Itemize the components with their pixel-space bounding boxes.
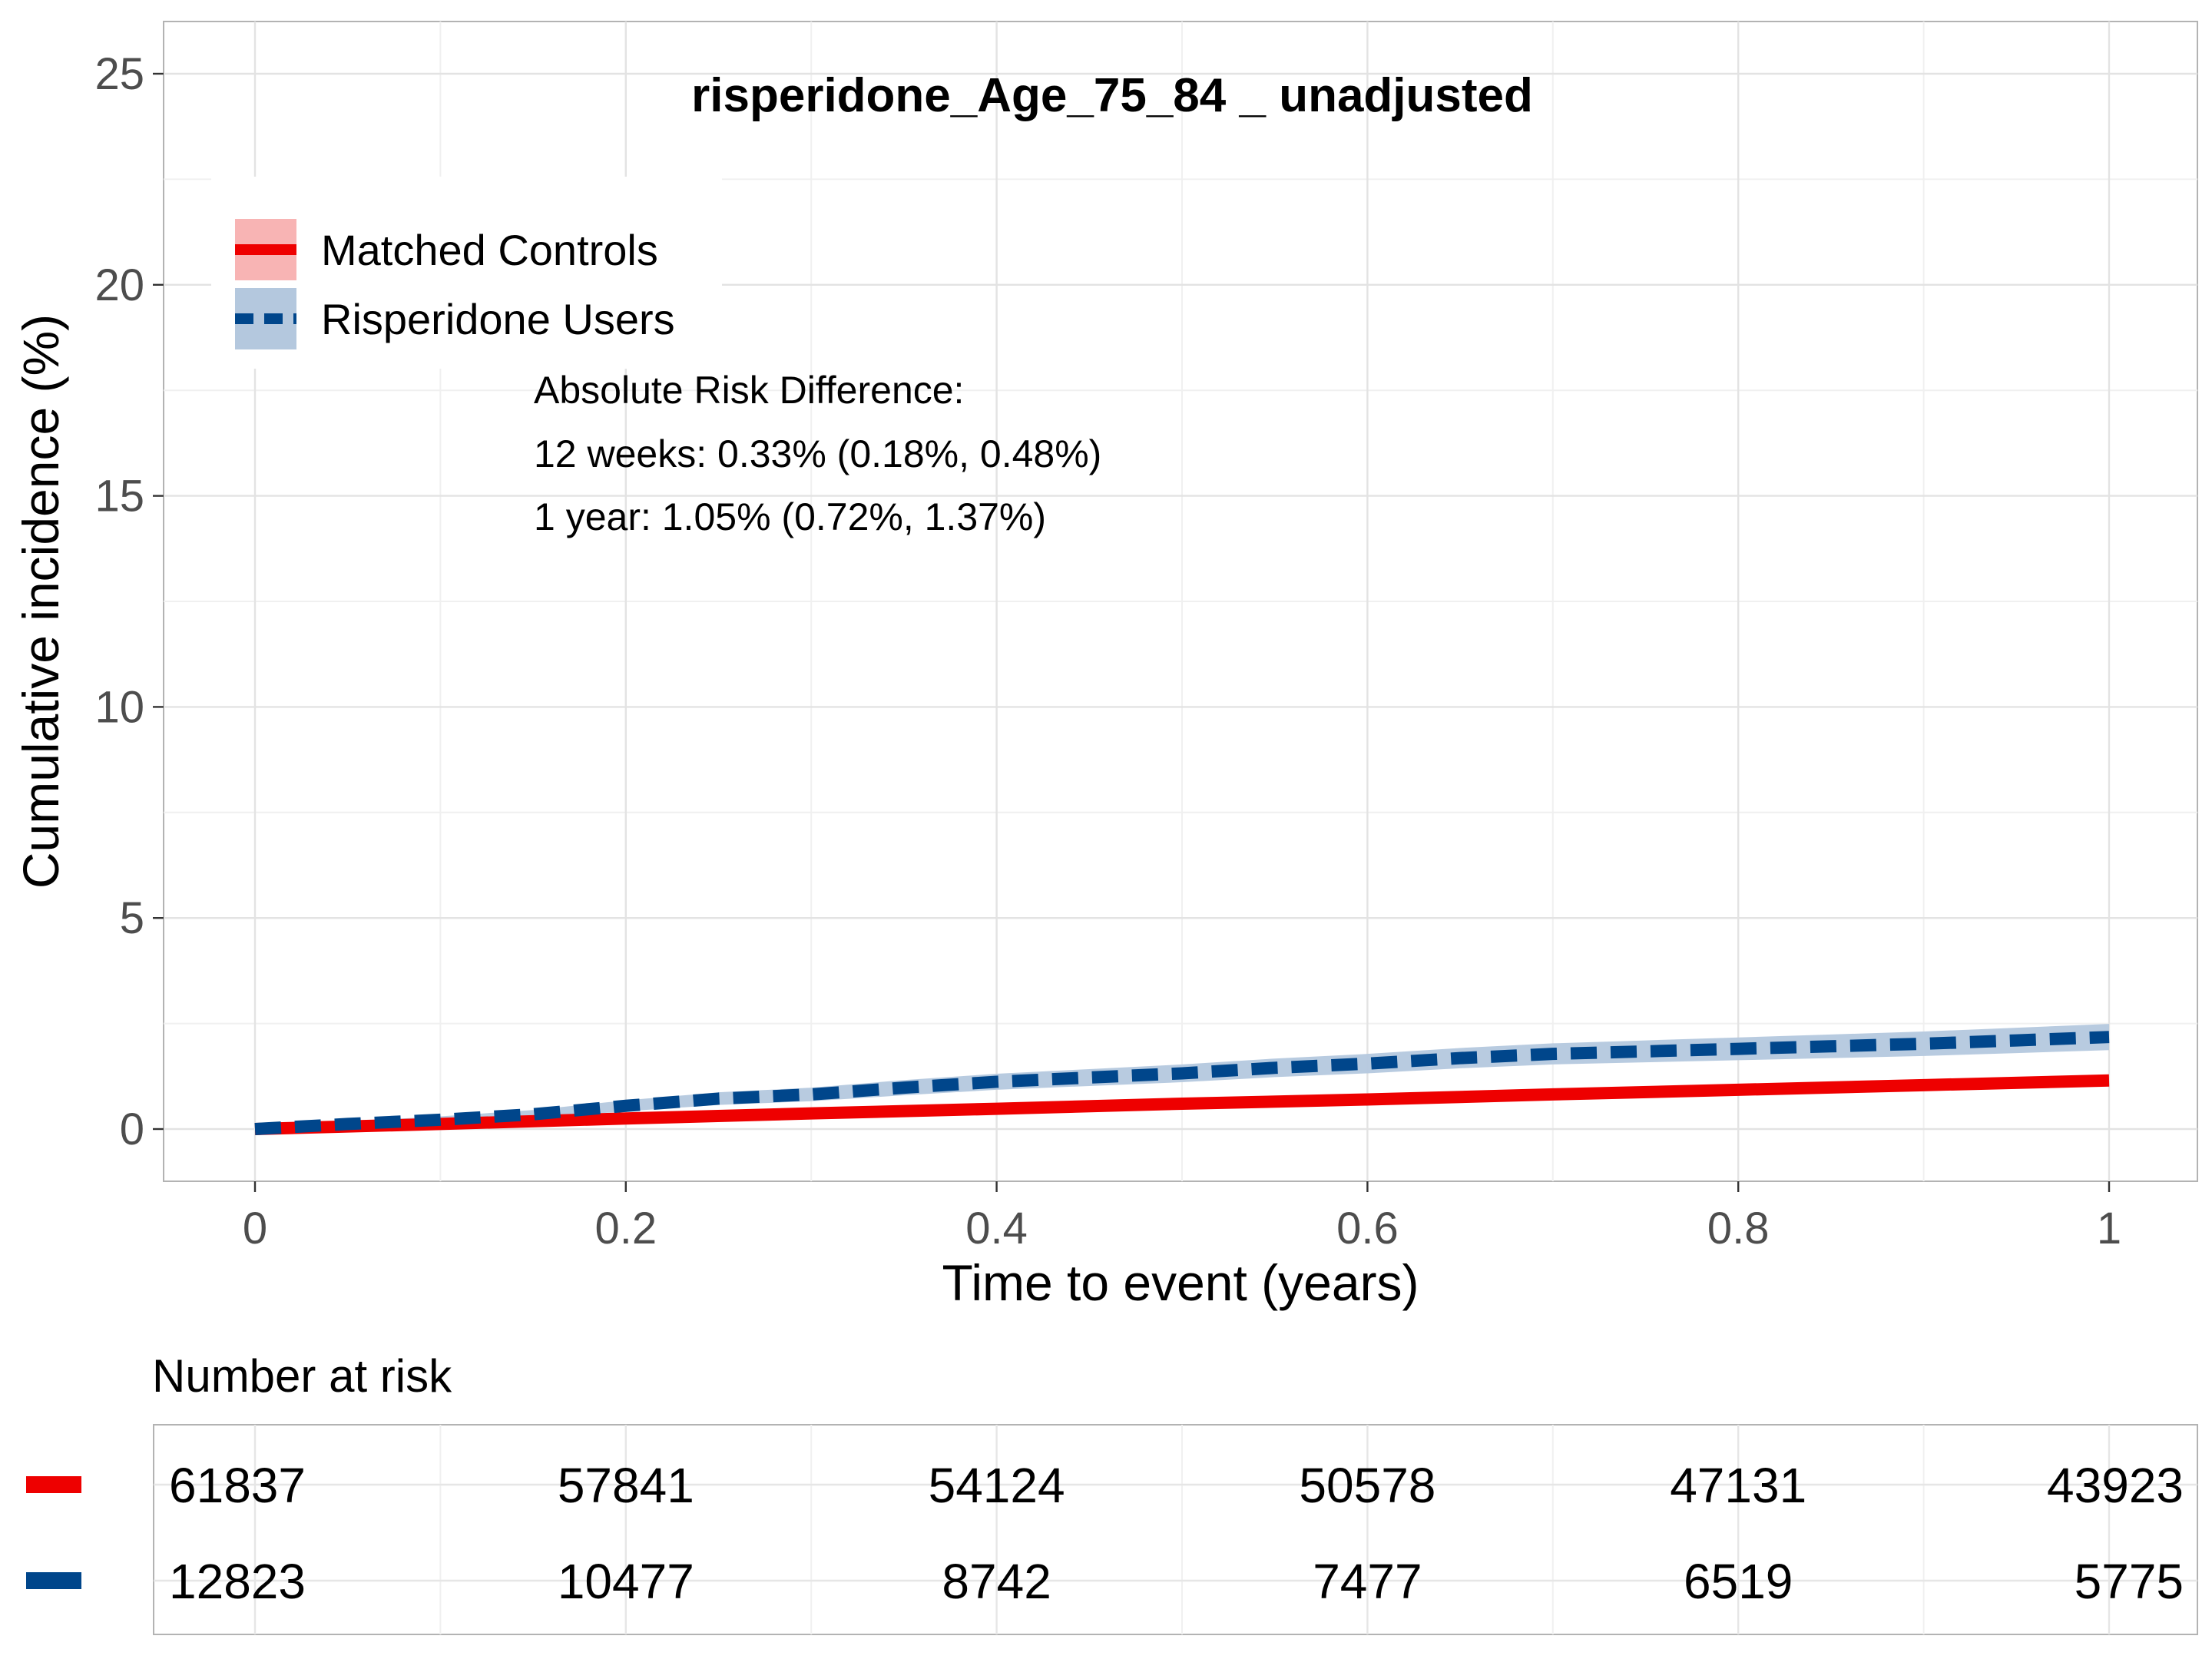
series-line-1 [254, 1031, 2110, 1135]
x-axis-title: Time to event (years) [942, 1254, 1419, 1311]
x-tick-label: 0.4 [965, 1204, 1028, 1253]
y-tick-label: 10 [94, 682, 144, 732]
legend: Matched Controls Risperidone Users [211, 177, 722, 369]
chart-title: risperidone_Age_75_84 _ unadjusted [691, 69, 1533, 122]
x-tick-label: 0.2 [594, 1204, 657, 1253]
grid-minor [164, 22, 2197, 1181]
legend-label-matched-controls: Matched Controls [321, 226, 658, 274]
x-axis-ticks: 0 0.2 0.4 0.6 0.8 1 [243, 1181, 2121, 1253]
risk-table-title: Number at risk [152, 1350, 452, 1402]
risk-value: 43923 [2047, 1458, 2184, 1513]
risk-table-keys [26, 1476, 81, 1589]
grid-major [164, 22, 2197, 1181]
y-tick-label: 0 [120, 1104, 144, 1154]
x-tick-label: 0 [243, 1204, 267, 1253]
risk-value: 10477 [558, 1554, 694, 1609]
risk-table-grid [154, 1425, 2197, 1634]
x-tick-label: 0.6 [1336, 1204, 1399, 1253]
risk-table-panel [153, 1424, 2198, 1635]
y-tick-label: 20 [94, 260, 144, 310]
y-axis-ticks: 0 5 10 15 20 25 [94, 49, 164, 1154]
series-lines [254, 1031, 2110, 1135]
risk-value: 5775 [2075, 1554, 2184, 1609]
series-line-0 [254, 1074, 2110, 1135]
risk-value: 57841 [558, 1458, 694, 1513]
risk-difference-annotation: Absolute Risk Difference: 12 weeks: 0.33… [534, 369, 1101, 538]
risk-value: 54124 [929, 1458, 1065, 1513]
y-tick-label: 15 [94, 472, 144, 522]
y-tick-label: 5 [120, 893, 144, 943]
legend-label-risperidone-users: Risperidone Users [321, 295, 675, 343]
risk-value: 61837 [169, 1458, 306, 1513]
risk-value: 12823 [169, 1554, 306, 1609]
risk-value: 6519 [1684, 1554, 1793, 1609]
x-tick-label: 1 [2097, 1204, 2121, 1253]
risk-value: 47131 [1670, 1458, 1806, 1513]
risk-value: 50578 [1299, 1458, 1435, 1513]
risk-value: 8742 [942, 1554, 1051, 1609]
annotation-line-1: Absolute Risk Difference: [534, 369, 964, 412]
risk-value: 7477 [1313, 1554, 1422, 1609]
x-tick-label: 0.8 [1707, 1204, 1770, 1253]
annotation-line-2: 12 weeks: 0.33% (0.18%, 0.48%) [534, 432, 1101, 475]
risk-table-values: 61837 57841 54124 50578 47131 43923 12823 10477… [169, 1458, 2184, 1609]
y-axis-title: Cumulative incidence (%) [12, 314, 69, 889]
annotation-line-3: 1 year: 1.05% (0.72%, 1.37%) [534, 495, 1046, 538]
y-tick-label: 25 [94, 49, 144, 99]
